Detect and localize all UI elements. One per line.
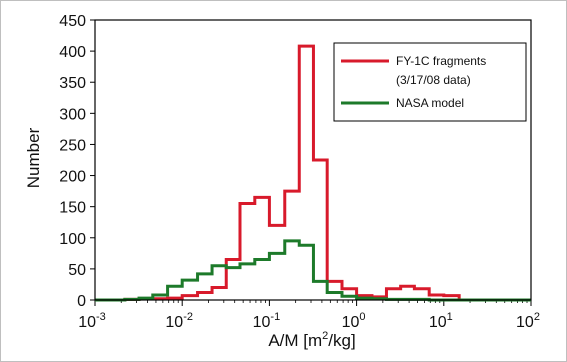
x-tick-label: 102 [516, 311, 540, 331]
legend-label-fy1c-date: (3/17/08 data) [396, 73, 471, 87]
legend: FY-1C fragments (3/17/08 data) NASA mode… [333, 42, 527, 122]
y-tick-label: 200 [59, 169, 86, 186]
legend-box [333, 42, 527, 122]
y-axis-label: Number [24, 127, 43, 188]
x-axis-label: A/M [m2/kg] [268, 330, 355, 350]
y-tick-label: 50 [68, 262, 86, 279]
legend-label-fy1c: FY-1C fragments [396, 54, 486, 68]
series-line-fy1c-fragments [95, 44, 531, 302]
y-tick-label: 400 [59, 44, 86, 61]
x-tick-label: 10-3 [78, 311, 106, 331]
plot-area-frame [94, 19, 532, 301]
y-tick-label: 450 [59, 13, 86, 30]
y-tick-label: 250 [59, 137, 86, 154]
x-axis-ticks: 10-3 10-2 10-1 100 101 102 [78, 300, 540, 331]
series-group [95, 44, 531, 302]
x-tick-label: 100 [342, 311, 366, 331]
x-tick-label: 101 [429, 311, 453, 331]
y-tick-label: 0 [77, 293, 86, 310]
y-tick-label: 350 [59, 75, 86, 92]
y-tick-label: 150 [59, 200, 86, 217]
y-tick-label: 100 [59, 231, 86, 248]
y-axis-ticks: 0 50 100 150 200 250 300 350 400 450 [59, 13, 95, 310]
x-tick-label: 10-2 [165, 311, 193, 331]
series-line-nasa-model [95, 239, 531, 302]
y-tick-label: 300 [59, 106, 86, 123]
legend-label-nasa: NASA model [396, 96, 464, 110]
x-tick-label: 10-1 [253, 311, 281, 331]
